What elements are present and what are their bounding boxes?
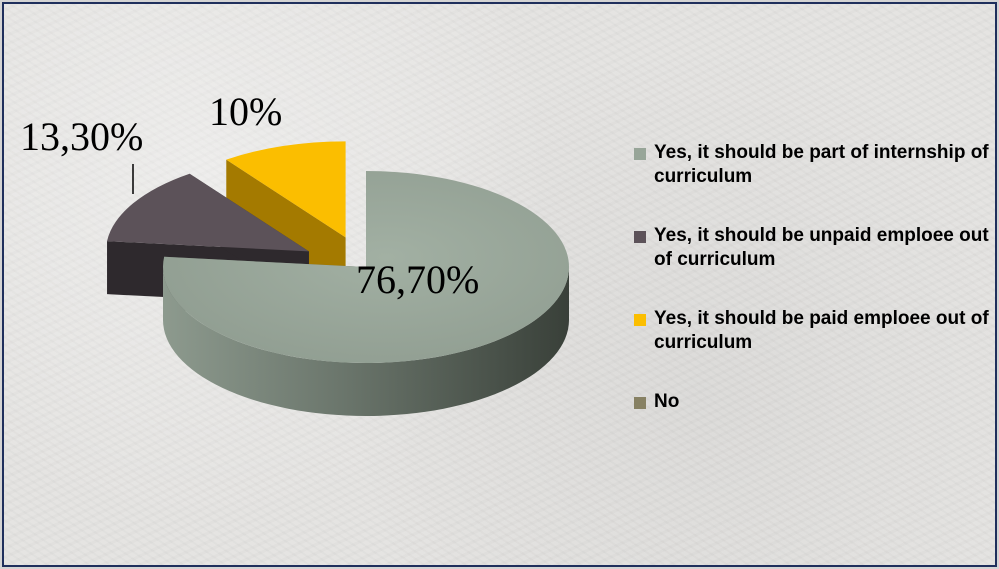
chart-legend: Yes, it should be part of internship of … [632, 141, 992, 414]
data-label-part-of-internship: 76,70% [356, 260, 479, 300]
legend-item-unpaid-emploee: Yes, it should be unpaid emploee out of … [632, 224, 992, 272]
legend-swatch-paid-emploee [634, 314, 646, 326]
legend-label-unpaid-emploee: Yes, it should be unpaid emploee out of … [654, 225, 989, 270]
data-label-paid-emploee: 10% [209, 92, 282, 132]
legend-swatch-no [634, 397, 646, 409]
legend-item-no: No [632, 390, 992, 414]
legend-label-paid-emploee: Yes, it should be paid emploee out of cu… [654, 308, 989, 353]
legend-item-part-of-internship: Yes, it should be part of internship of … [632, 141, 992, 189]
legend-swatch-unpaid-emploee [634, 231, 646, 243]
legend-label-part-of-internship: Yes, it should be part of internship of … [654, 142, 989, 187]
legend-swatch-part-of-internship [634, 148, 646, 160]
legend-label-no: No [654, 391, 679, 412]
data-label-unpaid-emploee: 13,30% [20, 117, 143, 157]
legend-item-paid-emploee: Yes, it should be paid emploee out of cu… [632, 307, 992, 355]
